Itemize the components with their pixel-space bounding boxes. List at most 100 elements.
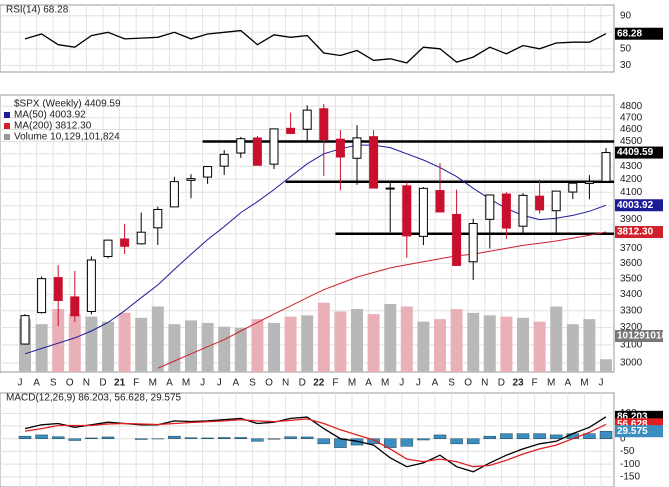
volume-bar <box>118 312 131 372</box>
volume-bar <box>135 317 148 372</box>
volume-bar <box>168 324 181 372</box>
y-tick-label: 50 <box>620 43 632 54</box>
histogram-bar <box>516 433 530 439</box>
histogram-bar <box>417 438 430 441</box>
candle-body <box>551 190 561 212</box>
volume-bar <box>400 306 413 372</box>
volume-bar <box>351 309 363 372</box>
histogram-bar <box>533 433 546 439</box>
candle-body <box>435 190 445 213</box>
panel-title: RSI(14) 68.28 <box>6 5 69 16</box>
histogram-bar <box>367 438 380 445</box>
candle-body <box>120 238 130 247</box>
histogram-bar <box>400 438 414 447</box>
x-tick-label: S <box>448 378 455 389</box>
x-tick-label: A <box>232 378 239 389</box>
candle-body <box>20 315 30 345</box>
x-tick-label: N <box>282 378 289 389</box>
y-tick-label: 3300 <box>620 305 643 316</box>
legend-label: MA(200) 3812.30 <box>14 121 92 132</box>
x-tick-label: S <box>50 378 57 389</box>
volume-bar <box>483 315 496 372</box>
volume-bar <box>600 359 612 372</box>
volume-bar <box>218 326 231 372</box>
histogram-bar <box>184 437 198 439</box>
histogram-bar <box>134 438 148 440</box>
candle-body <box>535 195 545 211</box>
y-tick-label: -150 <box>620 471 640 482</box>
x-tick-label: N <box>481 378 488 389</box>
value-box-label: 4003.92 <box>617 200 654 211</box>
candle-body <box>103 239 113 258</box>
y-tick-label: 3500 <box>620 273 643 284</box>
y-tick-label: 3900 <box>620 214 643 225</box>
histogram-bar <box>85 437 98 439</box>
value-box-label: 68.28 <box>617 28 642 39</box>
y-tick-label: 4200 <box>620 174 643 185</box>
volume-bar <box>317 302 330 372</box>
volume-bar <box>68 314 81 372</box>
x-tick-label: J <box>18 378 23 389</box>
candle-body <box>302 109 312 130</box>
y-tick-label: 3400 <box>620 289 643 300</box>
histogram-bar <box>549 434 563 439</box>
value-box-label: 3812.30 <box>617 227 654 238</box>
y-tick-label: 30 <box>620 60 632 71</box>
candle-body <box>485 194 495 220</box>
candle-body <box>286 127 296 134</box>
histogram-bar <box>217 437 231 439</box>
value-box <box>615 226 663 239</box>
volume-bar <box>151 306 164 372</box>
histogram-bar <box>51 436 65 439</box>
series-line <box>157 231 607 369</box>
candle-body <box>452 213 462 266</box>
candle-body <box>70 296 80 317</box>
volume-bar <box>384 304 397 372</box>
histogram-bar <box>317 438 331 445</box>
y-tick-label: 3600 <box>620 258 643 269</box>
candle-body <box>252 137 262 166</box>
histogram-bar <box>300 436 314 439</box>
value-box <box>615 146 663 159</box>
x-tick-label: M <box>547 378 555 389</box>
x-tick-label: A <box>365 378 372 389</box>
x-tick-label: A <box>432 378 439 389</box>
histogram-bar <box>466 438 480 445</box>
y-tick-label: 3100 <box>620 340 643 351</box>
x-tick-label: M <box>381 378 389 389</box>
x-tick-label: D <box>498 378 505 389</box>
candle-body <box>53 277 63 301</box>
volume-bar <box>334 311 347 372</box>
x-tick-label: 21 <box>114 378 126 389</box>
y-tick-label: -50 <box>620 446 635 457</box>
x-tick-label: S <box>249 378 256 389</box>
x-tick-label: O <box>265 378 273 389</box>
volume-bar <box>185 320 197 372</box>
volume-bar <box>500 316 513 372</box>
volume-bar <box>450 309 463 372</box>
candle-body <box>335 138 345 158</box>
candle-body <box>153 208 163 229</box>
volume-bar <box>251 319 264 372</box>
volume-bar <box>566 324 579 372</box>
candle-body <box>319 108 329 141</box>
legend-swatch <box>4 112 10 118</box>
x-tick-label: 23 <box>512 378 524 389</box>
histogram-bar <box>267 438 281 440</box>
histogram-bar <box>101 436 115 439</box>
value-box <box>615 425 663 438</box>
value-box-label: 56.628 <box>617 419 648 430</box>
value-box <box>615 199 663 212</box>
x-tick-label: J <box>599 378 604 389</box>
candle-body <box>418 187 428 237</box>
histogram-bar <box>251 438 264 442</box>
x-tick-label: O <box>464 378 472 389</box>
volume-bar <box>268 322 280 372</box>
series-line <box>24 29 607 64</box>
candle-body <box>402 185 412 237</box>
volume-bar <box>550 306 563 372</box>
candle-body <box>219 153 229 167</box>
candle-body <box>136 231 146 245</box>
candle-body <box>203 166 213 178</box>
